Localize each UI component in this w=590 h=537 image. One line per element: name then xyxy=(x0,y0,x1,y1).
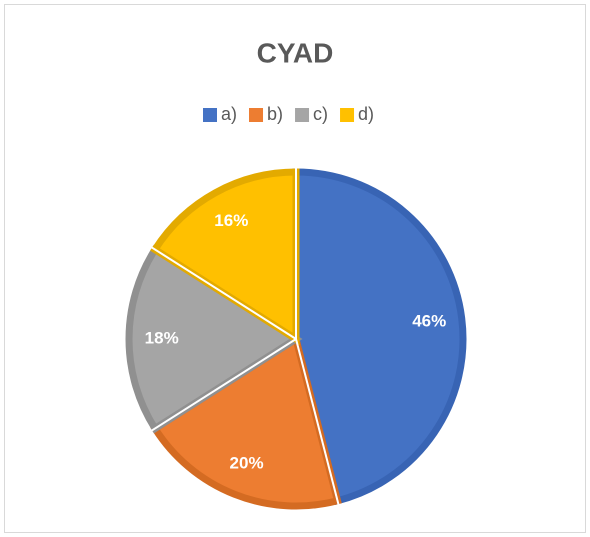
pie-slice xyxy=(150,168,300,346)
data-label: 16% xyxy=(214,211,248,230)
legend-swatch xyxy=(249,108,264,122)
data-label: 46% xyxy=(412,312,446,331)
legend-label: a) xyxy=(221,104,237,124)
chart-title: CYAD xyxy=(257,37,334,68)
legend-label: d) xyxy=(358,104,374,124)
legend-swatch xyxy=(203,108,217,122)
legend-label: b) xyxy=(267,104,283,124)
slice-separator xyxy=(295,338,340,506)
slice-separator xyxy=(150,245,297,340)
legend-label: c) xyxy=(313,104,328,124)
slice-separator xyxy=(150,338,297,433)
data-label: 20% xyxy=(230,453,264,472)
legend-swatch xyxy=(340,108,355,122)
legend-swatch xyxy=(295,108,310,122)
pie-slice xyxy=(150,333,342,510)
data-label: 18% xyxy=(145,328,179,347)
pie-slice xyxy=(292,168,467,506)
pie-slice xyxy=(125,244,303,434)
